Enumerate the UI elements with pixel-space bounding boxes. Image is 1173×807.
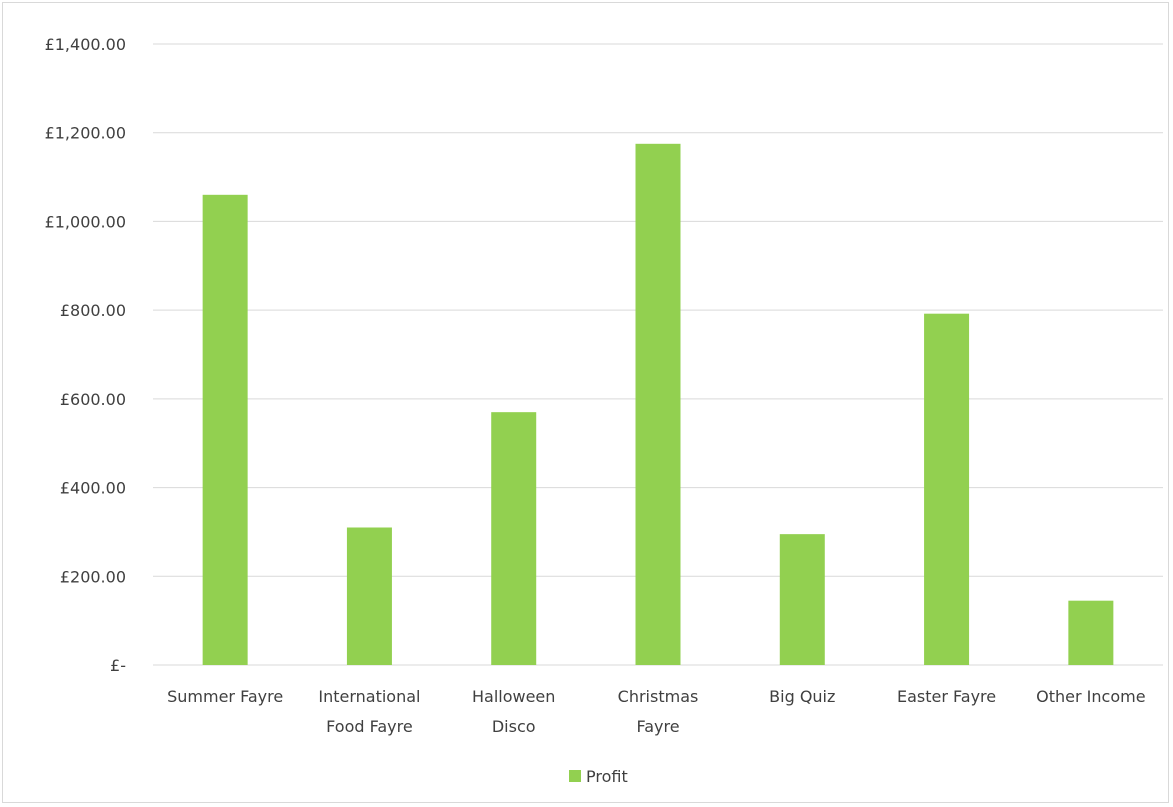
x-category-label: International	[318, 687, 420, 706]
bar	[635, 143, 681, 665]
legend-label: Profit	[586, 767, 628, 786]
bar	[202, 194, 248, 666]
y-tick-label: £1,000.00	[45, 212, 126, 231]
y-tick-label: £-	[110, 656, 126, 675]
bar	[924, 313, 970, 665]
x-category-label: Summer Fayre	[167, 687, 283, 706]
x-category-label: Other Income	[1036, 687, 1145, 706]
bars	[202, 143, 1114, 666]
x-category-label: Big Quiz	[769, 687, 835, 706]
x-category-label: Food Fayre	[326, 717, 413, 736]
y-tick-label: £600.00	[60, 390, 126, 409]
x-category-label: Halloween	[472, 687, 555, 706]
y-tick-label: £800.00	[60, 301, 126, 320]
x-axis-category-labels: Summer Fayre International Food Fayre Hallo…	[167, 687, 1145, 736]
y-tick-label: £400.00	[60, 479, 126, 498]
legend-swatch	[569, 770, 581, 782]
x-category-label: Christmas	[618, 687, 699, 706]
x-category-label: Fayre	[636, 717, 679, 736]
y-tick-label: £1,200.00	[45, 124, 126, 143]
legend: Profit	[569, 767, 628, 786]
y-tick-label: £200.00	[60, 567, 126, 586]
y-tick-label: £1,400.00	[45, 35, 126, 54]
bar	[779, 534, 825, 665]
y-axis-tick-labels: £- £200.00 £400.00 £600.00 £800.00 £1,000.00 £…	[45, 35, 126, 675]
bar	[346, 527, 392, 665]
bar	[1068, 600, 1114, 665]
bar	[491, 412, 537, 665]
x-category-label: Easter Fayre	[897, 687, 996, 706]
x-category-label: Disco	[492, 717, 536, 736]
